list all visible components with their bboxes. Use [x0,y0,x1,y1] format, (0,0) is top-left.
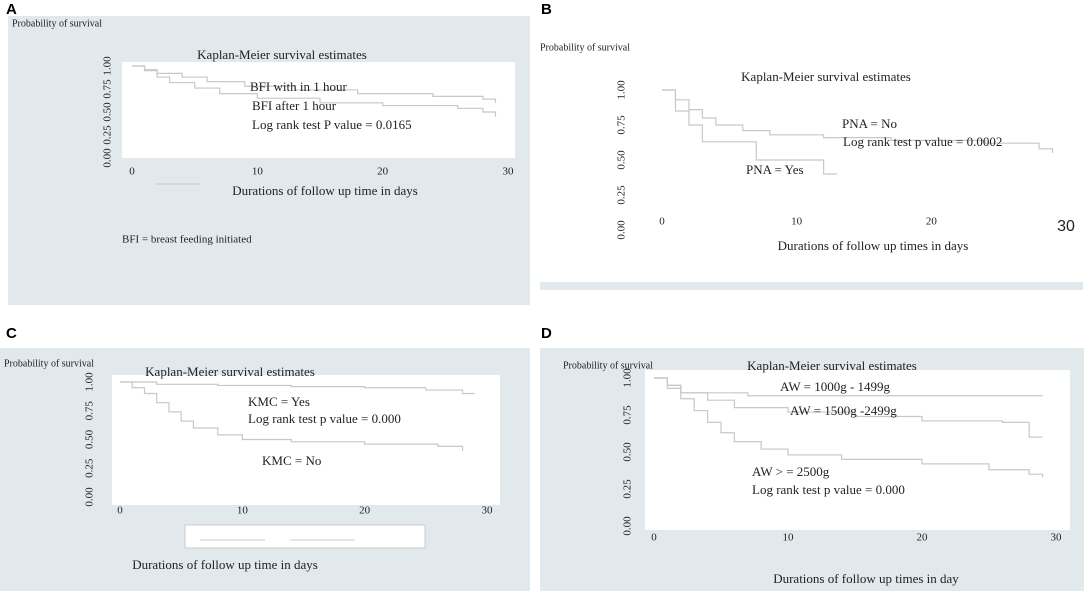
series-label: KMC = Yes [248,394,310,409]
note: BFI = breast feeding initiated [122,234,252,246]
chart-title: Kaplan-Meier survival estimates [747,358,917,373]
y-tick-label: 1.00 [84,372,96,392]
y-tick-label: 0.50 [616,150,628,170]
series-label: BFI after 1 hour [252,98,337,113]
survival-curve [662,89,1054,153]
survival-curve [132,65,497,117]
y-tick-label: 0.25 [102,125,114,145]
y-tick-label: 0.00 [622,516,634,536]
series-label: AW = 1000g - 1499g [780,379,891,394]
legend-box [184,524,426,549]
x-axis-label: Durations of follow up time in days [132,557,318,572]
x-tick-label: 30 [482,505,494,517]
y-tick-label: 0.75 [84,401,96,421]
x-tick-label: 20 [377,166,389,178]
plot-area [112,375,500,505]
series-label: KMC = No [262,453,321,468]
y-tick-label: 0.75 [622,405,634,425]
chart-title: Kaplan-Meier survival estimates [741,69,911,84]
x-axis-label: Durations of follow up time in days [232,183,418,198]
x-tick-label: 0 [659,216,665,228]
y-tick-label: 0.00 [102,148,114,168]
chart-title: Kaplan-Meier survival estimates [197,47,367,62]
y-tick-label: 0.25 [622,479,634,499]
x-tick-label: 20 [926,216,938,228]
x-axis-label: Durations of follow up times in day [773,571,959,586]
x-tick-label: 30 [1051,532,1063,544]
series-label: AW > = 2500g [752,464,830,479]
y-tick-label: 0.50 [102,102,114,122]
series-label: BFI with in 1 hour [250,79,347,94]
x-axis-label: Durations of follow up times in days [778,238,969,253]
chart-title: Kaplan-Meier survival estimates [145,364,315,379]
x-tick-label: 20 [359,505,371,517]
y-tick-label: 0.25 [84,458,96,478]
y-axis-label: Probability of survival [12,18,102,29]
panel-letter: B [541,1,552,18]
y-axis-label: Probability of survival [540,42,630,53]
plot-area [122,62,515,158]
x-tick-label: 20 [917,532,929,544]
panel-letter: C [6,325,17,342]
y-tick-label: 1.00 [102,56,114,76]
survival-curve [654,377,1044,478]
y-tick-label: 0.75 [616,115,628,135]
series-label: AW = 1500g -2499g [790,403,897,418]
x-tick-label: 10 [252,166,264,178]
x-tick-label: 10 [791,216,803,228]
y-axis-label: Probability of survival [563,360,653,371]
panel-letter: D [541,325,552,342]
series-label: PNA = No [842,116,897,131]
y-tick-label: 0.25 [616,185,628,205]
annotation: Log rank test p value = 0.0002 [843,134,1002,149]
survival-curve [120,381,475,395]
survival-curve [662,89,838,175]
series-label: PNA = Yes [746,162,804,177]
y-tick-label: 0.50 [84,429,96,449]
plot-area [645,370,1070,530]
y-tick-label: 1.00 [616,80,628,100]
y-tick-label: 0.75 [102,79,114,99]
x-tick-label: 10 [237,505,249,517]
survival-curve [120,381,464,451]
annotation: Log rank test p value = 0.000 [248,411,401,426]
x-tick-label: 10 [783,532,795,544]
y-tick-label: 1.00 [622,368,634,388]
panel-letter: A [6,1,17,18]
x-tick-label: 0 [129,166,135,178]
panel-background [540,282,1083,290]
y-axis-label: Probability of survival [4,358,94,369]
survival-curve [654,377,1043,438]
x-tick-label: 30 [1057,218,1075,235]
x-tick-label: 0 [117,505,123,517]
annotation: Log rank test p value = 0.000 [752,482,905,497]
x-tick-label: 30 [503,166,515,178]
annotation: Log rank test P value = 0.0165 [252,117,412,132]
y-tick-label: 0.50 [622,442,634,462]
y-tick-label: 0.00 [84,487,96,507]
y-tick-label: 0.00 [616,220,628,240]
x-tick-label: 0 [651,532,657,544]
